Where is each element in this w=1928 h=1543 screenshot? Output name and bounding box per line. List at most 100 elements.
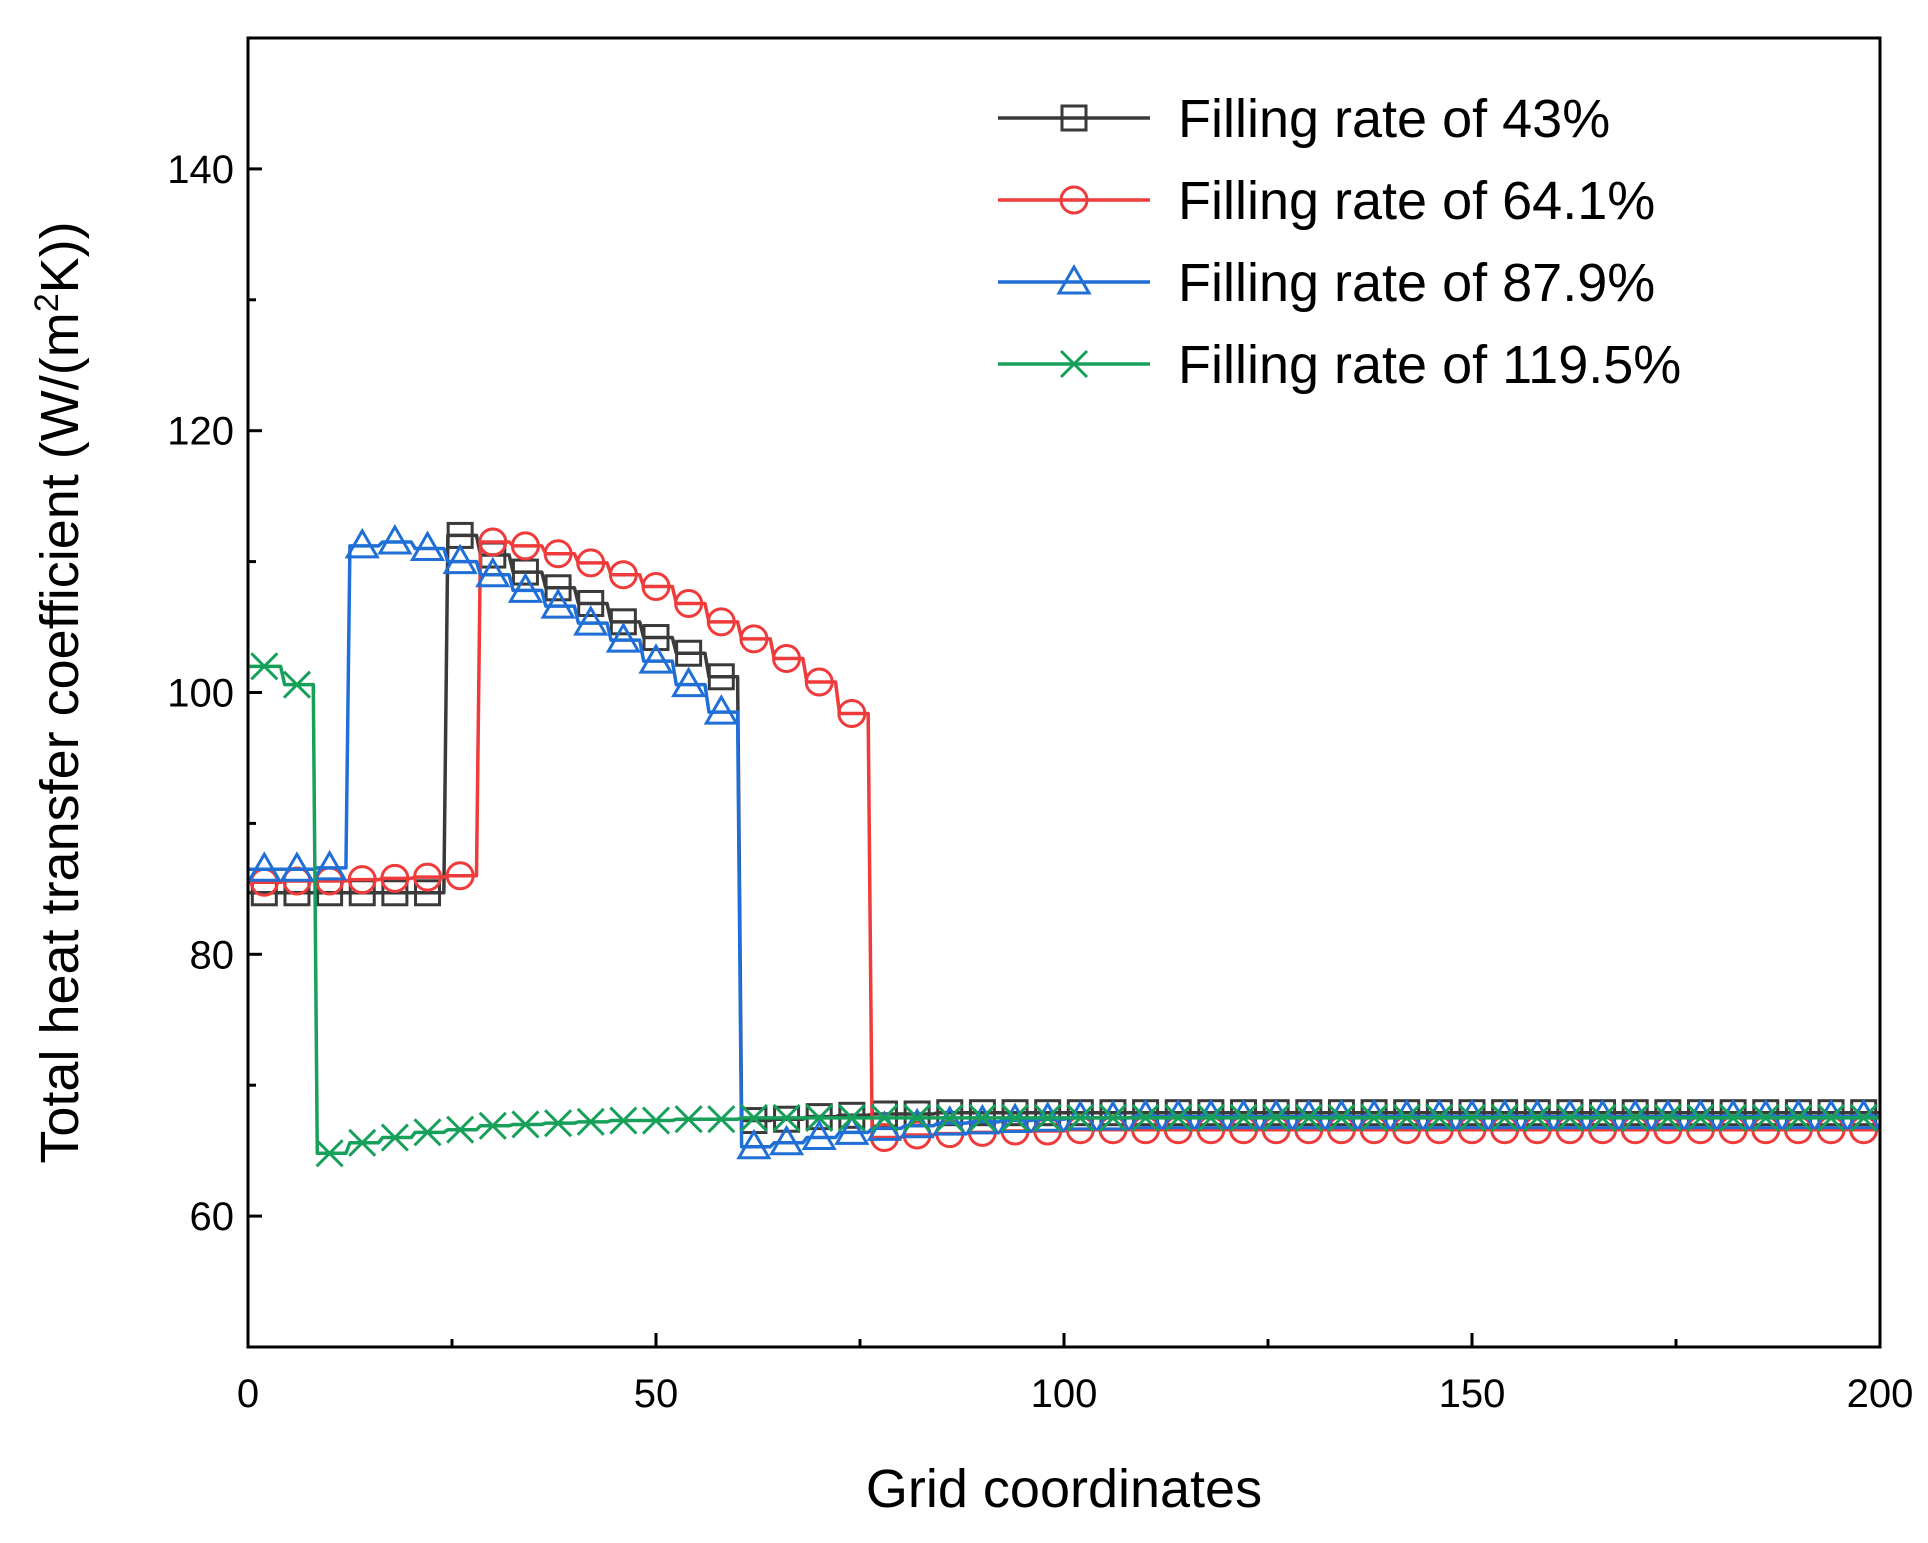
data-point-square	[1001, 1099, 1029, 1127]
data-point-triangle	[638, 643, 674, 674]
data-point-circle	[380, 863, 410, 893]
legend: Filling rate of 43% Filling rate of 64.1%…	[998, 89, 1681, 395]
series-line	[248, 540, 1880, 1149]
data-point-triangle	[834, 1114, 870, 1145]
data-point-circle	[804, 667, 834, 697]
data-point-x	[1098, 1103, 1128, 1132]
data-point-x	[707, 1105, 736, 1134]
data-point-square	[707, 663, 735, 691]
data-point-square	[675, 639, 703, 667]
data-point-x	[674, 1105, 703, 1134]
data-point-circle	[347, 865, 377, 895]
data-point-x	[1523, 1103, 1552, 1132]
y-tick-label: 140	[167, 148, 234, 192]
data-point-triangle	[1454, 1098, 1490, 1130]
data-point-x	[1653, 1103, 1682, 1132]
y-axis-label-end: K))	[30, 221, 90, 293]
data-point-x	[576, 1107, 605, 1136]
data-point-triangle	[932, 1105, 968, 1136]
data-point-circle	[608, 560, 638, 590]
data-point-x	[250, 652, 279, 681]
data-point-x	[282, 670, 312, 699]
data-point-x	[544, 1109, 573, 1138]
data-point-triangle	[377, 523, 413, 555]
data-point-x	[968, 1103, 997, 1132]
data-point-square	[968, 1099, 996, 1127]
data-point-circle	[674, 588, 704, 618]
data-point-triangle	[1160, 1098, 1196, 1130]
data-point-circle	[772, 643, 802, 673]
data-point-x	[739, 1103, 768, 1132]
data-point-x	[1196, 1103, 1225, 1132]
data-point-triangle	[246, 851, 282, 882]
series-square	[248, 521, 1880, 1135]
legend-label: Filling rate of 43%	[1178, 89, 1610, 149]
data-point-triangle	[1748, 1098, 1784, 1130]
data-point-x	[903, 1103, 932, 1132]
data-point-triangle	[1584, 1098, 1621, 1130]
y-tick-label: 100	[167, 672, 234, 716]
y-axis-label: Total heat transfer coefficient (W/(m2K)…	[28, 221, 90, 1163]
x-tick-label: 150	[1439, 1372, 1506, 1416]
data-point-triangle	[1715, 1098, 1751, 1130]
data-point-x	[1294, 1103, 1323, 1132]
x-tick-label: 200	[1847, 1372, 1914, 1416]
data-point-x	[413, 1118, 442, 1147]
legend-item: Filling rate of 43%	[998, 89, 1610, 149]
series-x	[248, 652, 1880, 1168]
data-point-triangle	[703, 694, 739, 725]
x-tick-label: 50	[634, 1372, 679, 1416]
data-point-x	[1588, 1103, 1617, 1132]
series-line	[248, 664, 1880, 1156]
series-layer	[246, 521, 1882, 1168]
data-point-x	[511, 1110, 540, 1139]
data-point-square	[838, 1101, 866, 1129]
data-point-triangle	[279, 851, 315, 882]
data-point-circle	[641, 571, 671, 601]
data-point-square	[642, 624, 670, 652]
data-point-circle	[576, 548, 606, 578]
data-point-triangle	[507, 572, 544, 603]
data-point-triangle	[475, 556, 511, 588]
legend-marker	[1059, 349, 1089, 379]
legend-label: Filling rate of 87.9%	[1178, 253, 1655, 313]
data-point-triangle	[1617, 1098, 1653, 1130]
data-point-x	[609, 1106, 638, 1135]
legend-marker	[1059, 185, 1089, 215]
data-point-x	[837, 1103, 866, 1132]
data-point-circle	[413, 862, 443, 892]
x-tick-label: 0	[237, 1372, 259, 1416]
data-point-x	[1849, 1103, 1878, 1132]
data-point-triangle	[671, 666, 707, 698]
data-point-x	[1784, 1103, 1813, 1132]
y-axis-label-main: Total heat transfer coefficient (W/(m	[30, 312, 90, 1163]
data-point-x	[805, 1103, 834, 1132]
data-point-x	[641, 1106, 671, 1135]
data-point-x	[1751, 1103, 1780, 1132]
data-point-x	[446, 1115, 475, 1144]
legend-label: Filling rate of 119.5%	[1178, 335, 1681, 395]
data-point-triangle	[1225, 1098, 1262, 1130]
data-point-circle	[478, 527, 508, 557]
data-point-x	[1327, 1103, 1356, 1132]
data-point-x	[1392, 1103, 1421, 1132]
data-point-triangle	[1291, 1098, 1327, 1130]
data-point-triangle	[1846, 1098, 1882, 1130]
data-point-x	[1719, 1103, 1748, 1132]
data-point-square	[609, 608, 637, 636]
data-point-triangle	[1487, 1098, 1523, 1130]
data-point-x	[380, 1123, 409, 1152]
data-point-triangle	[736, 1128, 772, 1160]
data-point-x	[1131, 1103, 1160, 1132]
data-point-x	[1000, 1103, 1030, 1132]
y-tick-label: 60	[190, 1195, 235, 1239]
data-point-x	[1033, 1103, 1062, 1132]
data-point-x	[1555, 1103, 1584, 1132]
data-point-x	[478, 1111, 507, 1140]
data-point-triangle	[1552, 1098, 1588, 1130]
data-point-triangle	[1682, 1098, 1719, 1130]
data-point-circle	[445, 861, 475, 891]
axis-layer: 0 50 100 150 200 60 80 100 120 140	[167, 148, 1913, 1416]
series-line	[248, 533, 1880, 1123]
data-point-triangle	[1813, 1098, 1849, 1130]
